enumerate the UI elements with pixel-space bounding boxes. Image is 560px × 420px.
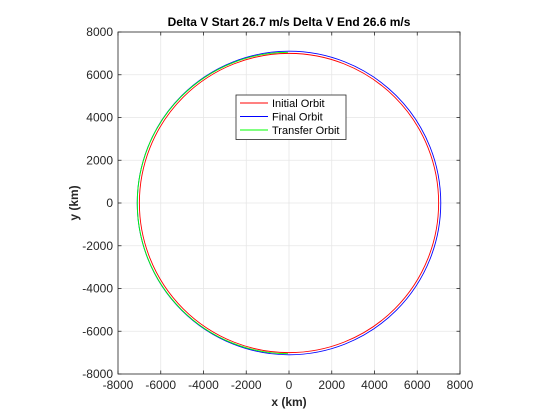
- x-tick-label: 8000: [447, 378, 474, 392]
- series-transfer-orbit-line: [137, 51, 288, 355]
- x-tick-label: -2000: [231, 378, 262, 392]
- grid-lines: [117, 31, 461, 375]
- x-axis-label: x (km): [271, 395, 306, 409]
- x-tick-label: 4000: [361, 378, 388, 392]
- y-axis-label: y (km): [67, 185, 81, 220]
- y-tick-label: -2000: [82, 239, 113, 253]
- legend-transfer-orbit-label: Transfer Orbit: [272, 125, 339, 137]
- x-tick-label: -6000: [145, 378, 176, 392]
- x-tick-label: 6000: [404, 378, 431, 392]
- series-initial-orbit-line: [138, 52, 440, 354]
- tick-labels: -8000 -6000 -4000 -2000 0 2000 4000 6000 8000 -80…: [82, 25, 473, 392]
- y-tick-label: 6000: [86, 68, 113, 82]
- x-tick-label: 2000: [318, 378, 345, 392]
- y-tick-label: -6000: [82, 324, 113, 338]
- y-tick-label: 0: [106, 196, 113, 210]
- chart-title: Delta V Start 26.7 m/s Delta V End 26.6 …: [168, 15, 411, 29]
- y-tick-label: -4000: [82, 282, 113, 296]
- legend-initial-orbit-label: Initial Orbit: [272, 98, 325, 110]
- orbit-lines: [136, 50, 442, 356]
- y-tick-label: 8000: [86, 25, 113, 39]
- x-tick-label: -4000: [188, 378, 219, 392]
- x-tick-label: -8000: [103, 378, 134, 392]
- y-tick-label: 2000: [86, 153, 113, 167]
- legend-final-orbit-label: Final Orbit: [272, 112, 323, 124]
- x-tick-label: 0: [286, 378, 293, 392]
- legend-box: [235, 94, 347, 140]
- y-tick-label: -8000: [82, 367, 113, 381]
- ticks: [117, 31, 461, 375]
- y-tick-label: 4000: [86, 111, 113, 125]
